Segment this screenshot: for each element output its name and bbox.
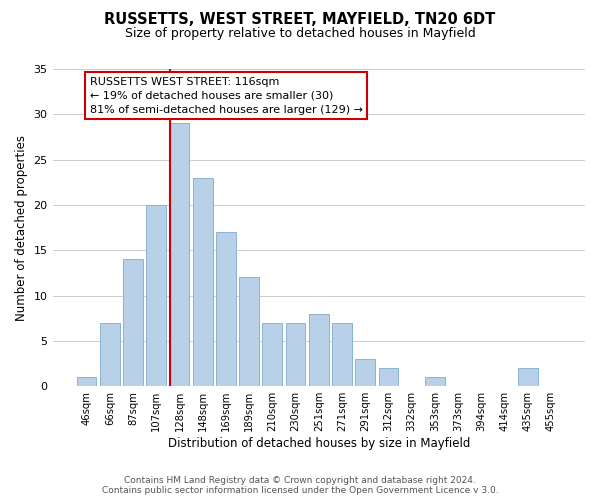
X-axis label: Distribution of detached houses by size in Mayfield: Distribution of detached houses by size … [167, 437, 470, 450]
Text: RUSSETTS, WEST STREET, MAYFIELD, TN20 6DT: RUSSETTS, WEST STREET, MAYFIELD, TN20 6D… [104, 12, 496, 28]
Bar [100, 323, 119, 386]
Bar [77, 377, 97, 386]
Text: Size of property relative to detached houses in Mayfield: Size of property relative to detached ho… [125, 28, 475, 40]
Bar [262, 323, 282, 386]
Bar [379, 368, 398, 386]
Y-axis label: Number of detached properties: Number of detached properties [15, 134, 28, 320]
Bar [309, 314, 329, 386]
Bar [518, 368, 538, 386]
Bar [193, 178, 212, 386]
Bar [332, 323, 352, 386]
Text: Contains public sector information licensed under the Open Government Licence v : Contains public sector information licen… [101, 486, 499, 495]
Bar [239, 278, 259, 386]
Bar [123, 260, 143, 386]
Bar [146, 205, 166, 386]
Bar [170, 124, 190, 386]
Bar [216, 232, 236, 386]
Bar [286, 323, 305, 386]
Bar [355, 359, 375, 386]
Text: RUSSETTS WEST STREET: 116sqm
← 19% of detached houses are smaller (30)
81% of se: RUSSETTS WEST STREET: 116sqm ← 19% of de… [90, 77, 363, 115]
Bar [425, 377, 445, 386]
Text: Contains HM Land Registry data © Crown copyright and database right 2024.: Contains HM Land Registry data © Crown c… [124, 476, 476, 485]
